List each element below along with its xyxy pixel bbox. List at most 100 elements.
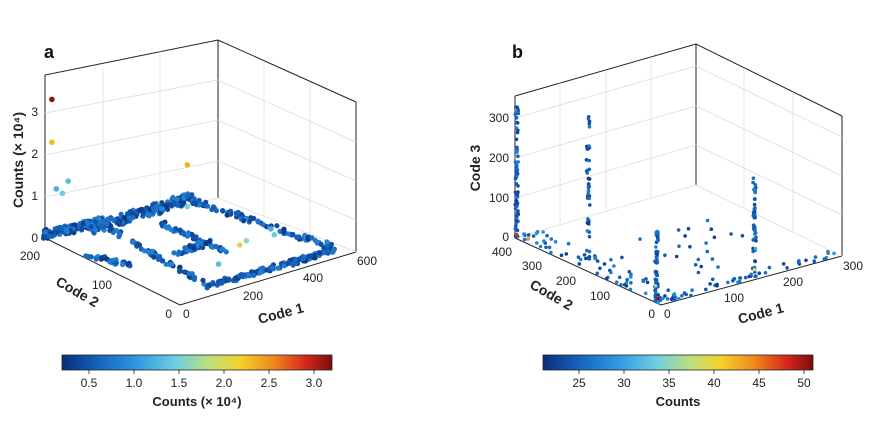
panel-a-x-label: Code 1 — [256, 299, 305, 327]
panel-b-point — [826, 249, 830, 254]
panel-b-point — [609, 257, 613, 262]
panel-b-point — [653, 288, 657, 293]
panel-a-x-tick: 400 — [303, 271, 323, 285]
panel-b-z-label: Code 3 — [467, 144, 483, 191]
panel-b-point — [576, 255, 581, 259]
panel-a-point — [150, 210, 156, 216]
panel-b-point — [813, 255, 818, 259]
panel-a-point — [116, 231, 122, 237]
panel-b-point — [564, 252, 569, 256]
colorbar-tick-label: 1.0 — [126, 376, 143, 390]
panel-a-point — [130, 214, 136, 221]
panel-a-point — [220, 246, 226, 253]
panel-b-point — [625, 277, 629, 282]
panel-b-point — [531, 234, 536, 238]
panel-b-point — [515, 130, 520, 135]
panel-b-point — [643, 291, 648, 296]
panel-a-point — [321, 245, 327, 251]
panel-a-point — [213, 243, 219, 250]
panel-b-point — [602, 262, 607, 266]
panel-b-point — [654, 260, 658, 265]
panel-a-point — [237, 242, 243, 248]
panel-a-point — [176, 249, 182, 255]
panel-a-point — [243, 237, 250, 244]
panel-a-point — [300, 255, 306, 262]
panel-b-point — [710, 277, 715, 282]
panel-b-point — [588, 203, 592, 207]
panel-a-z-tick: 1 — [31, 189, 38, 203]
panel-b-point — [767, 265, 772, 270]
panel-a-back-edges — [44, 39, 357, 238]
panel-b-y-tick: 100 — [590, 289, 610, 303]
panel-a-point — [80, 221, 86, 227]
panel-a-point — [285, 260, 291, 266]
panel-a-point — [49, 96, 55, 103]
panel-a-point — [271, 232, 278, 238]
colorbar-tick-label: 35 — [662, 376, 676, 390]
panel-b-point — [704, 287, 708, 292]
panel-b-point — [705, 218, 710, 223]
panel-b-point — [538, 244, 543, 249]
panel-a-x-tick: 200 — [243, 289, 263, 303]
panel-b-point — [705, 249, 710, 254]
panel-a-point — [192, 200, 198, 207]
panel-b-point — [595, 259, 600, 263]
panel-b-point — [586, 184, 591, 189]
panel-b-point — [752, 207, 757, 211]
panel-a-point — [107, 259, 113, 265]
panel-b-point — [753, 232, 757, 236]
panel-b-point — [514, 137, 519, 142]
panel-a-y-tick: 100 — [92, 278, 112, 292]
panel-b-point — [515, 150, 519, 154]
colorbar-tick-label: 0.5 — [81, 376, 98, 390]
panel-b-point — [585, 221, 590, 225]
panel-b-point — [781, 262, 786, 266]
panel-b-point — [686, 226, 691, 231]
panel-b-point — [656, 293, 660, 297]
panel-b-point — [754, 238, 758, 243]
panel-b-point — [653, 284, 658, 288]
panel-a-point — [233, 275, 239, 281]
panel-b-point — [654, 245, 658, 249]
colorbar-tick-label: 2.5 — [261, 376, 278, 390]
panel-a-point — [213, 208, 219, 214]
panel-b-point — [513, 227, 518, 231]
panel-b-point — [709, 227, 714, 231]
panel-a-point — [170, 194, 176, 201]
panel-b-point — [513, 112, 518, 117]
panel-a-point — [255, 218, 261, 224]
panel-b-point — [629, 281, 633, 285]
panel-b-point — [738, 276, 743, 280]
panel-b-point — [559, 253, 564, 258]
panel-b-point — [514, 199, 519, 203]
panel-b-point — [549, 250, 553, 255]
panel-b-point — [577, 262, 582, 266]
panel-a-point — [176, 268, 183, 274]
panel-b-point — [656, 300, 660, 305]
panel-a-point — [177, 227, 183, 233]
panel-a-point — [42, 229, 48, 235]
panel-a-point — [189, 192, 195, 198]
panel-b-colorbar-ticks: 25 30 35 40 45 50 — [572, 370, 811, 390]
panel-b-point — [587, 125, 592, 129]
panel-b-point — [655, 231, 660, 236]
panel-a-point — [204, 203, 211, 209]
panel-a-point — [159, 220, 165, 226]
panel-b-point — [598, 266, 602, 271]
colorbar-tick-label: 25 — [572, 376, 586, 390]
panel-b-gridlines — [514, 57, 843, 257]
panel-b-point — [587, 119, 592, 124]
panel-b-point — [676, 228, 681, 232]
panel-b-point — [545, 233, 549, 238]
panel-a-point — [305, 253, 311, 259]
panel-a-point — [174, 196, 180, 202]
panel-b-point — [541, 230, 545, 234]
panel-a-point — [171, 250, 177, 256]
panel-b-z-tick: 100 — [489, 191, 509, 205]
panel-b-point — [753, 215, 757, 219]
panel-b-point — [672, 292, 677, 296]
panel-a-point — [178, 203, 184, 209]
panel-b-point — [516, 108, 521, 113]
panel-b-point — [526, 236, 531, 240]
panel-b-colorbar — [542, 354, 814, 371]
